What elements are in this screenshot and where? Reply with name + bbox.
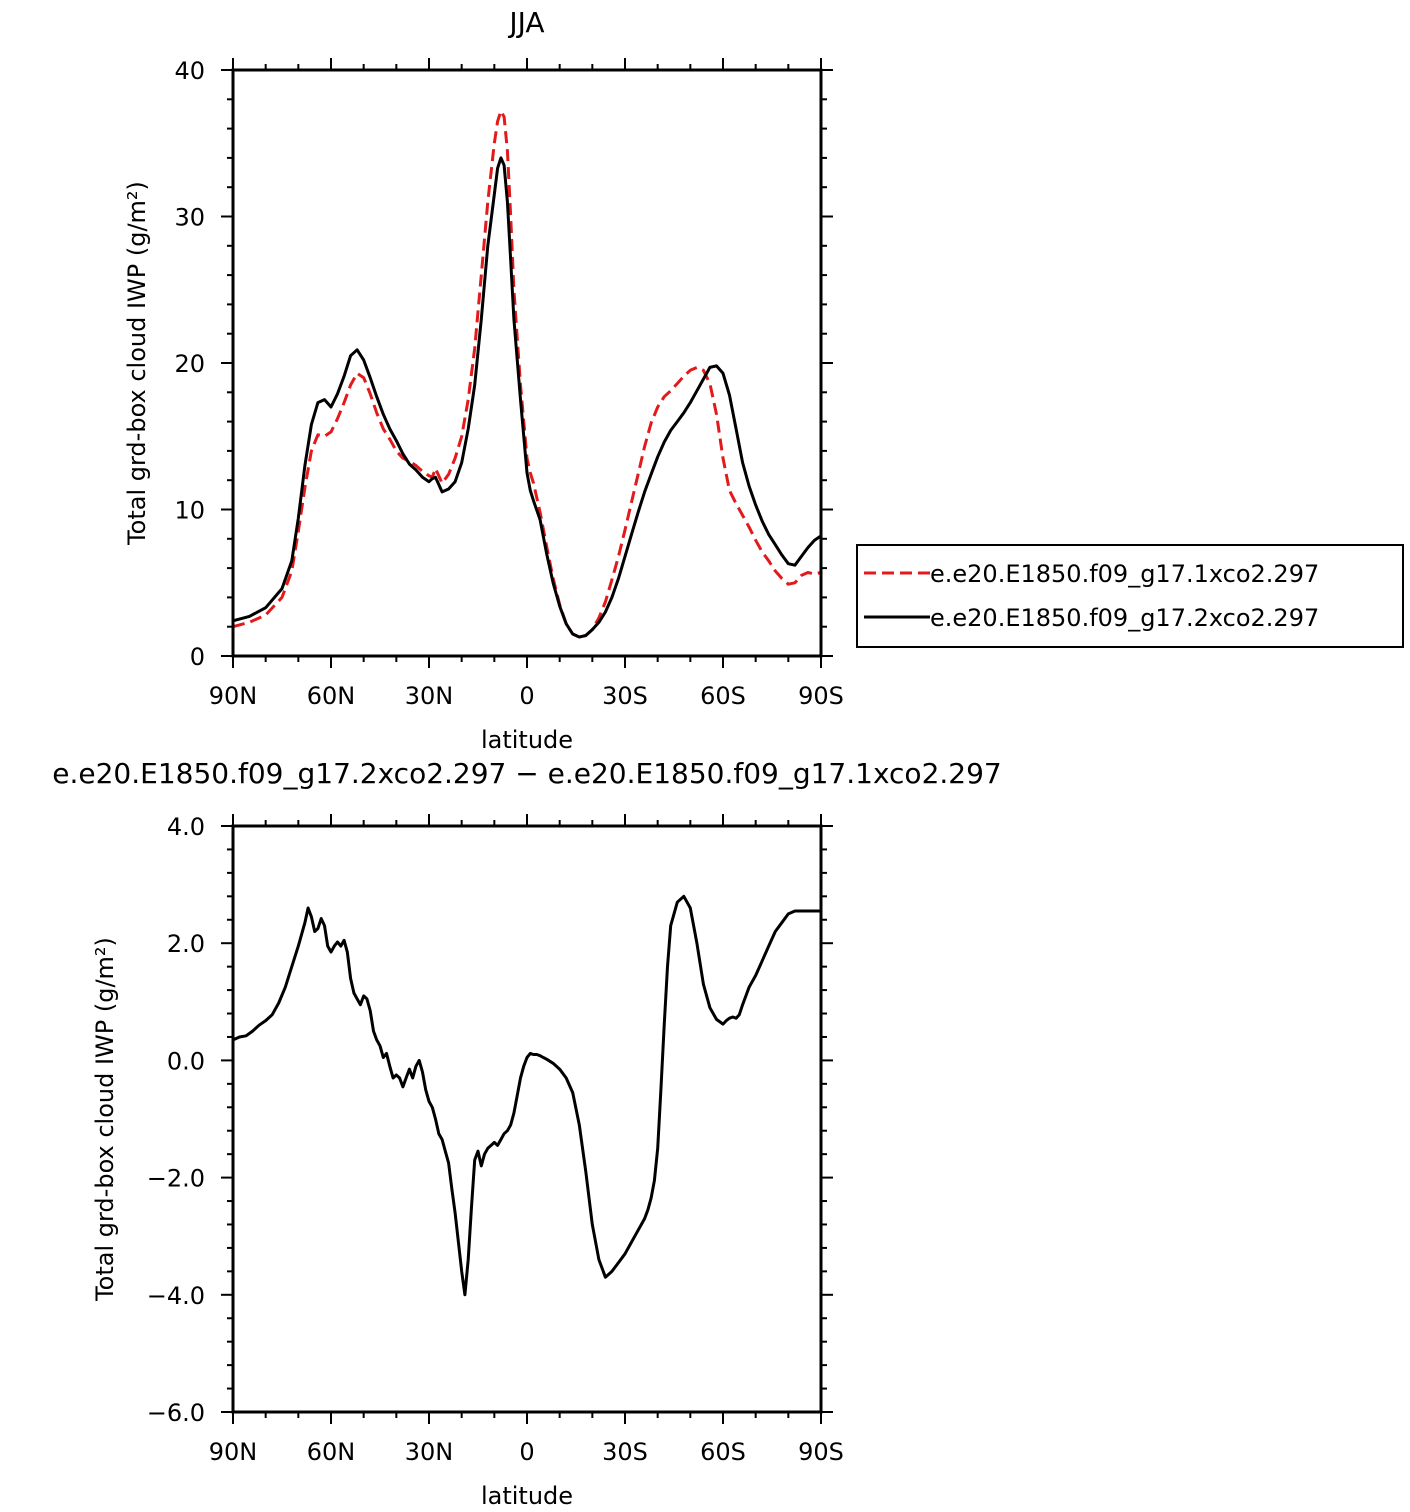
top-x-axis-label: latitude bbox=[481, 726, 573, 754]
x-tick-label: 30N bbox=[405, 1438, 454, 1466]
bottom-chart-title: e.e20.E1850.f09_g17.2xco2.297 − e.e20.E1… bbox=[52, 757, 1001, 790]
top-panel: JJA 90N 60N 30N 0 30S 60S 90S 0 10 20 30 40 latitud… bbox=[123, 6, 1404, 754]
series-line-1-0 bbox=[232, 894, 821, 1297]
top-plot-area: 90N 60N 30N 0 30S 60S 90S 0 10 20 30 40 bbox=[174, 57, 843, 710]
x-tick-label: 90N bbox=[209, 1438, 258, 1466]
series-line-0-1 bbox=[232, 156, 822, 639]
top-y-axis-label: Total grd-box cloud IWP (g/m²) bbox=[123, 181, 151, 546]
y-tick-label: 4.0 bbox=[167, 813, 205, 841]
x-tick-label: 30S bbox=[602, 1438, 648, 1466]
x-tick-label: 30S bbox=[602, 682, 648, 710]
y-tick-label: 30 bbox=[174, 204, 205, 232]
bottom-plot-area: 90N 60N 30N 0 30S 60S 90S 4.0 2.0 0.0 −2.0 −4.0 −6.0 bbox=[147, 813, 844, 1466]
y-tick-label: −4.0 bbox=[147, 1282, 205, 1310]
x-tick-label: 90N bbox=[209, 682, 258, 710]
legend-label-2xco2: e.e20.E1850.f09_g17.2xco2.297 bbox=[930, 604, 1319, 632]
x-tick-label: 60N bbox=[307, 682, 356, 710]
x-tick-label: 60S bbox=[700, 682, 746, 710]
bottom-y-axis-label: Total grd-box cloud IWP (g/m²) bbox=[91, 937, 119, 1302]
x-tick-label: 60N bbox=[307, 1438, 356, 1466]
x-tick-label: 30N bbox=[405, 682, 454, 710]
y-tick-label: 0 bbox=[190, 643, 205, 671]
bottom-x-axis-label: latitude bbox=[481, 1482, 573, 1510]
legend-label-1xco2: e.e20.E1850.f09_g17.1xco2.297 bbox=[930, 560, 1319, 588]
series-line-0-0 bbox=[232, 109, 822, 639]
bottom-panel: e.e20.E1850.f09_g17.2xco2.297 − e.e20.E1… bbox=[52, 757, 1001, 1510]
bottom-plot-frame bbox=[231, 824, 823, 1414]
x-tick-label: 60S bbox=[700, 1438, 746, 1466]
top-plot-frame bbox=[231, 68, 823, 658]
y-tick-label: 2.0 bbox=[167, 930, 205, 958]
x-tick-label: 90S bbox=[798, 682, 844, 710]
x-tick-label: 0 bbox=[519, 1438, 534, 1466]
legend-box bbox=[856, 544, 1404, 648]
legend: e.e20.E1850.f09_g17.1xco2.297 e.e20.E185… bbox=[856, 544, 1404, 648]
x-tick-label: 90S bbox=[798, 1438, 844, 1466]
y-tick-label: 40 bbox=[174, 57, 205, 85]
y-tick-label: 10 bbox=[174, 497, 205, 525]
y-tick-label: −2.0 bbox=[147, 1165, 205, 1193]
top-chart-title: JJA bbox=[507, 6, 544, 39]
y-tick-label: 0.0 bbox=[167, 1047, 205, 1075]
y-tick-label: 20 bbox=[174, 350, 205, 378]
x-tick-label: 0 bbox=[519, 682, 534, 710]
y-tick-label: −6.0 bbox=[147, 1399, 205, 1427]
